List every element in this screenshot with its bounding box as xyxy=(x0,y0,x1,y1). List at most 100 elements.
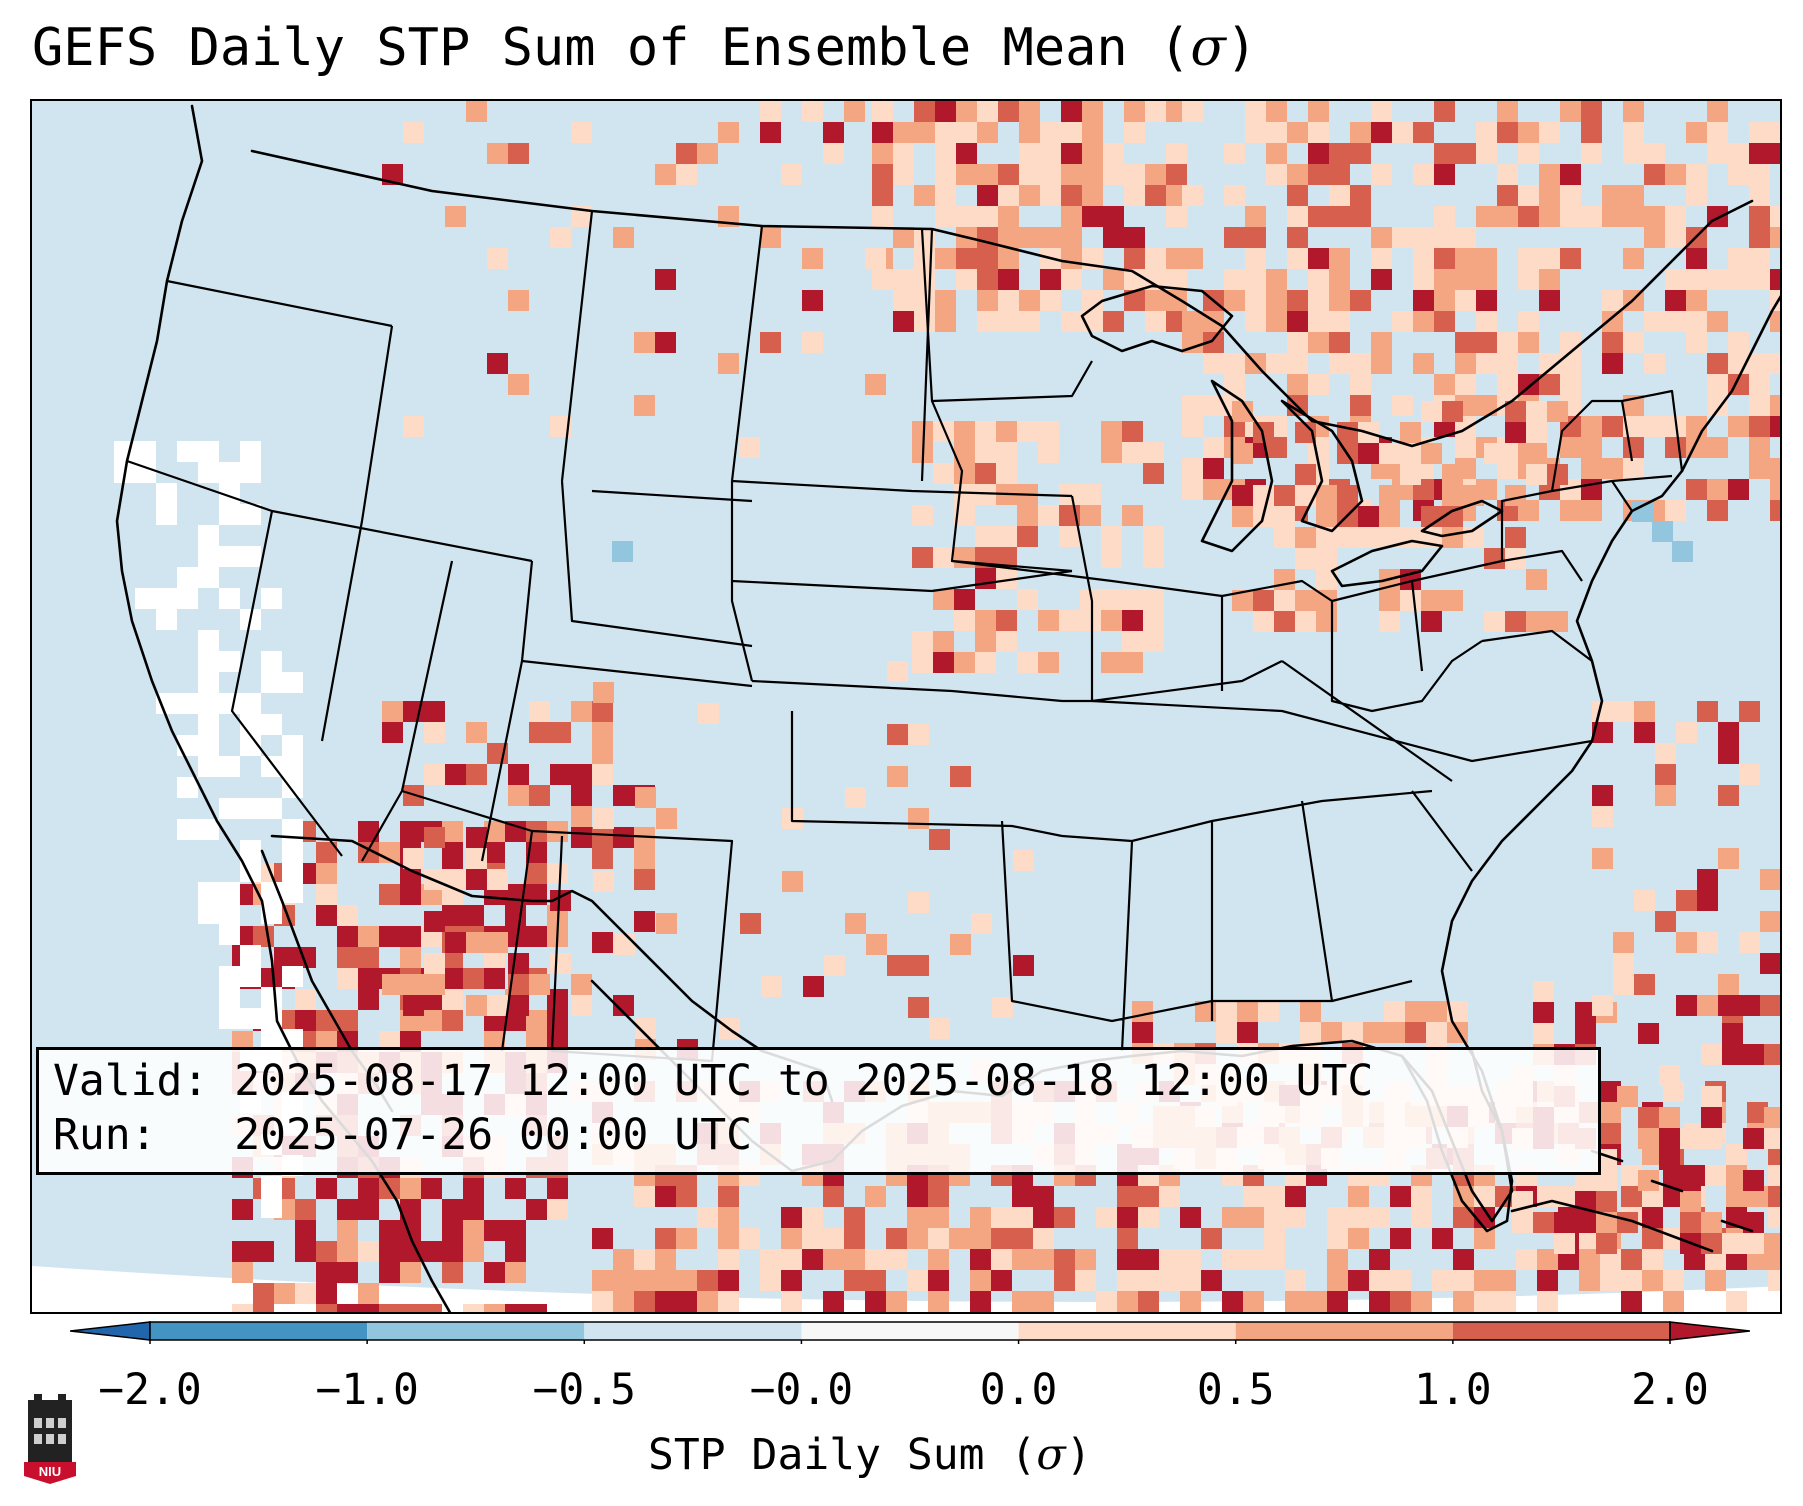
anomaly-cell xyxy=(1434,143,1455,164)
anomaly-cell xyxy=(337,1199,358,1220)
anomaly-cell xyxy=(1453,1249,1474,1270)
anomaly-cell xyxy=(1739,932,1760,953)
anomaly-cell xyxy=(761,976,782,997)
anomaly-cell xyxy=(998,164,1019,185)
anomaly-cell xyxy=(382,974,403,995)
anomaly-cell xyxy=(240,504,261,525)
anomaly-cell xyxy=(466,995,487,1016)
anomaly-cell xyxy=(887,766,908,787)
anomaly-cell xyxy=(802,248,823,269)
anomaly-cell xyxy=(529,722,550,743)
anomaly-cell xyxy=(1122,610,1143,631)
anomaly-cell xyxy=(1602,332,1623,353)
anomaly-cell xyxy=(1707,500,1728,521)
anomaly-cell xyxy=(1180,1270,1201,1291)
anomaly-cell xyxy=(571,827,592,848)
anomaly-cell xyxy=(1665,500,1686,521)
anomaly-cell xyxy=(1592,848,1613,869)
anomaly-cell xyxy=(382,722,403,743)
anomaly-cell xyxy=(1059,526,1080,547)
anomaly-cell xyxy=(1017,589,1038,610)
anomaly-cell xyxy=(1770,290,1780,311)
anomaly-cell xyxy=(1080,610,1101,631)
anomaly-cell xyxy=(975,463,996,484)
anomaly-cell xyxy=(1400,443,1421,464)
anomaly-cell xyxy=(998,101,1019,122)
anomaly-cell xyxy=(655,1270,676,1291)
anomaly-cell xyxy=(1350,374,1371,395)
anomaly-cell xyxy=(1180,1207,1201,1228)
anomaly-cell xyxy=(592,848,613,869)
anomaly-cell xyxy=(1484,611,1505,632)
anomaly-cell xyxy=(1369,1270,1390,1291)
anomaly-cell xyxy=(865,1186,886,1207)
anomaly-cell xyxy=(1371,164,1392,185)
anomaly-cell xyxy=(1350,143,1371,164)
anomaly-cell xyxy=(1224,227,1245,248)
anomaly-cell xyxy=(1697,890,1718,911)
anomaly-cell xyxy=(1348,1228,1369,1249)
anomaly-cell xyxy=(1560,164,1581,185)
anomaly-cell xyxy=(739,1228,760,1249)
anomaly-cell xyxy=(316,863,337,884)
anomaly-cell xyxy=(1770,122,1780,143)
anomaly-cell xyxy=(1413,227,1434,248)
anomaly-cell xyxy=(261,651,282,672)
anomaly-cell xyxy=(1182,479,1203,500)
anomaly-cell xyxy=(424,827,445,848)
anomaly-cell xyxy=(1203,332,1224,353)
anomaly-cell xyxy=(1080,505,1101,526)
anomaly-cell xyxy=(219,756,240,777)
anomaly-cell xyxy=(1117,1291,1138,1312)
anomaly-cell xyxy=(1497,374,1518,395)
anomaly-cell xyxy=(1442,401,1463,422)
anomaly-cell xyxy=(593,871,614,892)
anomaly-cell xyxy=(887,955,908,976)
anomaly-cell xyxy=(1019,122,1040,143)
anomaly-cell xyxy=(1644,311,1665,332)
anomaly-cell xyxy=(1371,332,1392,353)
anomaly-cell xyxy=(463,1304,484,1312)
anomaly-cell xyxy=(1539,122,1560,143)
anomaly-cell xyxy=(1411,1186,1432,1207)
anomaly-cell xyxy=(1722,1044,1743,1065)
anomaly-cell xyxy=(1518,332,1539,353)
anomaly-cell xyxy=(1124,227,1145,248)
anomaly-cell xyxy=(1539,206,1560,227)
anomaly-cell xyxy=(1285,1186,1306,1207)
anomaly-cell xyxy=(893,311,914,332)
anomaly-cell xyxy=(975,631,996,652)
anomaly-cell xyxy=(253,1304,274,1312)
anomaly-cell xyxy=(1474,1291,1495,1312)
anomaly-cell xyxy=(977,164,998,185)
anomaly-cell xyxy=(1537,1312,1558,1314)
anomaly-cell xyxy=(1327,1249,1348,1270)
anomaly-cell xyxy=(802,101,823,122)
anomaly-cell xyxy=(824,955,845,976)
anomaly-cell xyxy=(1644,164,1665,185)
anomaly-cell xyxy=(508,374,529,395)
anomaly-cell xyxy=(1201,1312,1222,1314)
anomaly-cell xyxy=(1701,1128,1722,1149)
anomaly-cell xyxy=(991,1207,1012,1228)
anomaly-cell xyxy=(912,421,933,442)
anomaly-cell xyxy=(893,269,914,290)
anomaly-cell xyxy=(1392,122,1413,143)
anomaly-cell xyxy=(177,588,198,609)
anomaly-cell xyxy=(1743,1170,1764,1191)
anomaly-cell xyxy=(1082,122,1103,143)
anomaly-cell xyxy=(1455,332,1476,353)
anomaly-cell xyxy=(1329,353,1350,374)
anomaly-cell xyxy=(1575,1002,1596,1023)
anomaly-cell xyxy=(1287,248,1308,269)
anomaly-cell xyxy=(655,164,676,185)
anomaly-cell xyxy=(1516,1312,1537,1314)
anomaly-cell xyxy=(1308,122,1329,143)
anomaly-cell xyxy=(1739,764,1760,785)
anomaly-cell xyxy=(1245,206,1266,227)
anomaly-cell xyxy=(421,1304,442,1312)
anomaly-cell xyxy=(1350,290,1371,311)
anomaly-cell xyxy=(282,966,303,987)
anomaly-cell xyxy=(1195,1001,1216,1022)
anomaly-cell xyxy=(1560,374,1581,395)
